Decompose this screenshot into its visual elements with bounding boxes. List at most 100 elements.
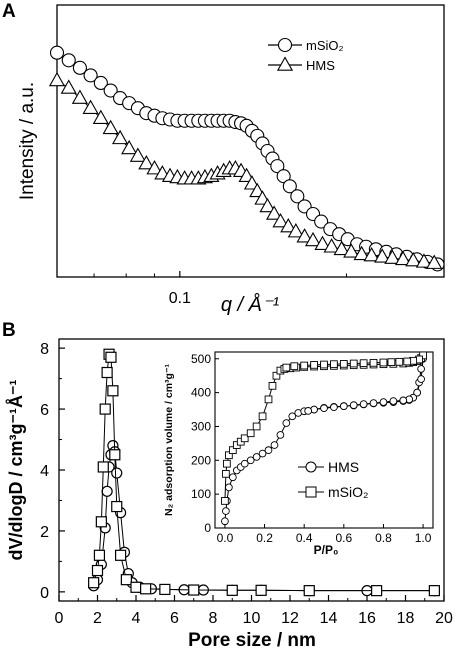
inset-msio2-point bbox=[300, 361, 309, 370]
inset-hms-point bbox=[240, 459, 249, 468]
inset-msio2-point bbox=[221, 497, 229, 505]
chart-a-msio2-point bbox=[290, 189, 305, 204]
chart-b-x-tick-label: 4 bbox=[132, 610, 141, 627]
inset-msio2-point bbox=[419, 351, 427, 360]
chart-a-hms-point bbox=[314, 235, 331, 251]
inset-hms-point bbox=[252, 453, 261, 461]
inset-hms-point bbox=[379, 398, 388, 406]
chart-a-hms-point bbox=[353, 245, 370, 261]
inset-legend-label: mSiO₂ bbox=[328, 484, 368, 500]
inset-msio2-point bbox=[225, 451, 233, 460]
chart-a-hms-point bbox=[405, 252, 422, 267]
chart-b-y-tick-label: 2 bbox=[40, 524, 49, 541]
chart-a-hms-point bbox=[272, 212, 289, 228]
chart-a-hms-point bbox=[121, 139, 138, 155]
inset-msio2-point bbox=[222, 469, 230, 478]
inset-msio2-point bbox=[240, 434, 249, 443]
chart-b-y-tick-label: 6 bbox=[40, 402, 49, 419]
chart-a-hms-point bbox=[138, 155, 155, 170]
inset-x-axis-title: P/P₀ bbox=[314, 543, 339, 557]
chart-a-hms-point bbox=[415, 253, 433, 268]
inset-hms-point bbox=[288, 412, 297, 421]
inset-msio2-point bbox=[252, 422, 261, 431]
chart-b-y-tick-label: 4 bbox=[40, 463, 49, 480]
inset-hms-point bbox=[270, 441, 279, 449]
inset-hms-point bbox=[221, 517, 229, 526]
chart-a-hms-point bbox=[304, 231, 322, 247]
chart-b-msio2-point bbox=[107, 385, 119, 397]
inset-y-tick-label: 400 bbox=[191, 386, 211, 400]
inset-x-tick-label: 1.0 bbox=[415, 531, 432, 545]
chart-b-msio2-point bbox=[140, 583, 152, 595]
chart-a-plot-area bbox=[48, 45, 445, 272]
chart-a-hms-point bbox=[323, 238, 340, 253]
chart-b-plot-area bbox=[88, 348, 440, 597]
inset-hms-point bbox=[349, 401, 358, 409]
chart-a-hms-point bbox=[426, 254, 443, 269]
inset-hms-point bbox=[225, 483, 233, 492]
chart-b-y-tick-label: 8 bbox=[40, 341, 49, 358]
chart-a-hms-point bbox=[363, 246, 380, 262]
inset-x-tick-label: 0.4 bbox=[296, 531, 313, 545]
chart-b-hms-point bbox=[101, 485, 113, 497]
legend-label: HMS bbox=[306, 58, 335, 73]
chart-a-msio2-point bbox=[83, 68, 98, 83]
inset-hms-point bbox=[417, 365, 425, 373]
inset-legend-marker bbox=[305, 461, 317, 473]
chart-a-hms-point bbox=[111, 129, 129, 145]
chart-b-msio2-point bbox=[226, 584, 238, 596]
inset-msio2-point bbox=[268, 381, 277, 390]
chart-a-hms-point bbox=[71, 89, 89, 104]
inset-msio2-point bbox=[330, 360, 338, 369]
chart-a-hms-point bbox=[48, 71, 66, 87]
chart-b-msio2-point bbox=[93, 549, 106, 561]
inset-axes: 0.0 0.2 0.4 0.6 0.8 1.0 0 100 200 300 400 500 bbox=[191, 352, 432, 545]
chart-b-x-tick-label: 18 bbox=[397, 610, 415, 627]
chart-b-y-axis-title: dV/dlogD / cm³g⁻¹Å⁻¹ bbox=[6, 380, 26, 561]
chart-a-hms-point bbox=[60, 79, 77, 94]
inset-msio2-point bbox=[272, 371, 281, 380]
chart-b-x-tick-label: 20 bbox=[435, 610, 453, 627]
chart-b-hms-point bbox=[111, 467, 123, 479]
chart-b-msio2-point bbox=[371, 585, 383, 597]
chart-a-hms-point bbox=[384, 249, 401, 264]
chart-a-y-axis-title: Intensity / a.u. bbox=[17, 82, 38, 200]
panel-b-label: B bbox=[2, 320, 16, 341]
chart-a-msio2-point bbox=[276, 169, 291, 184]
chart-b-msio2-point bbox=[255, 584, 267, 596]
inset-msio2-point bbox=[290, 362, 299, 371]
inset-hms-point bbox=[264, 446, 273, 455]
inset-x-tick-label: 0.2 bbox=[256, 531, 273, 545]
chart-a-legend: mSiO₂ HMS bbox=[268, 37, 344, 73]
inset-hms-point bbox=[276, 431, 285, 439]
chart-a-hms-point bbox=[374, 248, 391, 263]
inset-x-tick-label: 0.8 bbox=[375, 531, 392, 545]
chart-b-msio2-point bbox=[114, 549, 127, 561]
inset-hms-point bbox=[258, 449, 267, 458]
chart-b-msio2-point bbox=[111, 500, 123, 513]
chart-b-x-tick-label: 6 bbox=[170, 610, 179, 627]
chart-b-msio2-point bbox=[109, 449, 121, 461]
inset-y-tick-label: 200 bbox=[191, 453, 211, 467]
inset-hms-point bbox=[369, 399, 378, 407]
chart-b-msio2-point bbox=[428, 585, 440, 597]
chart-a-hms-point bbox=[394, 250, 412, 266]
chart-a-hms-point bbox=[280, 218, 297, 233]
chart-a-hms-point bbox=[296, 228, 313, 243]
inset-hms-point bbox=[304, 407, 312, 415]
inset-plot-area bbox=[221, 351, 427, 526]
chart-b-msio2-point bbox=[188, 584, 200, 596]
chart-a-hms-point bbox=[238, 167, 255, 182]
inset-x-tick-label: 0.0 bbox=[217, 531, 234, 545]
chart-b-y-tick-label: 0 bbox=[40, 585, 49, 602]
inset-hms-point bbox=[389, 397, 398, 405]
inset-hms-point bbox=[417, 375, 425, 383]
inset-y-tick-label: 300 bbox=[191, 419, 211, 433]
inset-hms-point bbox=[282, 419, 291, 427]
chart-b-x-tick-label: 14 bbox=[320, 610, 338, 627]
chart-a-frame bbox=[56, 4, 445, 278]
chart-a-msio2-point bbox=[270, 159, 285, 174]
chart-b-msio2-point bbox=[120, 574, 132, 586]
chart-a-hms-point bbox=[259, 197, 276, 213]
chart-b-msio2-point bbox=[101, 366, 113, 379]
